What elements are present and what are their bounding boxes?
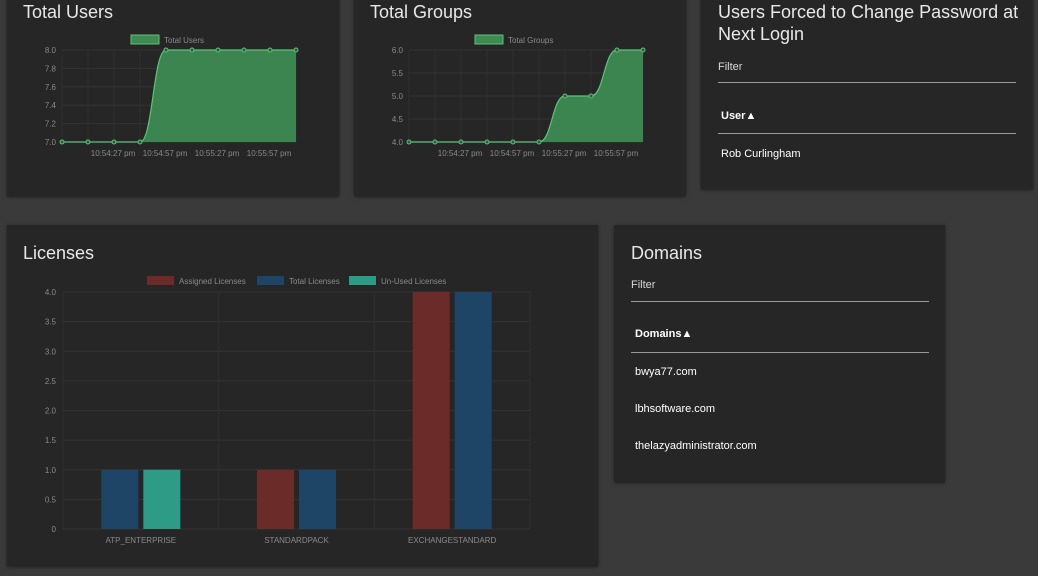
x-tick-label: 10:55:57 pm xyxy=(594,149,639,158)
x-tick-label: 10:55:57 pm xyxy=(247,149,292,158)
y-tick-label: 3.5 xyxy=(45,318,57,327)
x-tick-label: ATP_ENTERPRISE xyxy=(106,536,177,545)
y-tick-label: 8.0 xyxy=(45,46,57,55)
user-column-header[interactable]: User▲ xyxy=(721,110,757,122)
data-point xyxy=(588,93,594,99)
total-users-card: Total Users 7.0 7.2 7.4 7.6 7.8 8.0 10:54:27 p… xyxy=(7,0,339,196)
legend-swatch xyxy=(147,276,174,285)
y-tick-label: 4.5 xyxy=(392,115,404,124)
y-tick-label: 7.6 xyxy=(45,83,57,92)
y-tick-label: 4.0 xyxy=(392,138,404,147)
data-point xyxy=(406,139,412,145)
data-point xyxy=(432,139,438,145)
y-tick-label: 5.0 xyxy=(392,92,404,101)
forced-password-card: Users Forced to Change Password at Next … xyxy=(701,0,1033,189)
x-tick-label: 10:54:27 pm xyxy=(91,149,136,158)
y-tick-label: 2.0 xyxy=(45,407,57,416)
y-tick-label: 1.5 xyxy=(45,436,57,445)
user-row: Rob Curlingham xyxy=(721,148,801,160)
user-header-divider xyxy=(718,133,1016,134)
total-groups-chart: 4.0 4.5 5.0 5.5 6.0 10:54:27 pm 10:54:57 pm 10:… xyxy=(392,34,646,158)
domains-column-header[interactable]: Domains▲ xyxy=(635,328,693,340)
x-tick-label: 10:54:57 pm xyxy=(143,149,188,158)
data-point xyxy=(137,139,143,145)
domains-header-divider xyxy=(631,352,929,353)
licenses-card: Licenses 0 0.5 1.0 1.5 2.0 2.5 3.0 3.5 4.0 ATP_EN… xyxy=(7,225,598,566)
data-point xyxy=(562,93,568,99)
total-users-title: Total Users xyxy=(23,2,114,22)
data-point xyxy=(215,47,221,53)
domains-filter-input[interactable]: Filter xyxy=(631,279,656,291)
data-point xyxy=(241,47,247,53)
legend-label: Un-Used Licenses xyxy=(381,277,446,286)
licenses-title: Licenses xyxy=(23,243,95,263)
x-tick-label: EXCHANGESTANDARD xyxy=(408,536,497,545)
data-point xyxy=(536,139,542,145)
series-area xyxy=(62,50,296,142)
y-tick-label: 7.0 xyxy=(45,138,57,147)
data-point xyxy=(484,139,490,145)
x-tick-label: 10:54:57 pm xyxy=(490,149,535,158)
x-tick-label: STANDARDPACK xyxy=(264,536,329,545)
series-line xyxy=(62,49,296,143)
data-point xyxy=(614,47,620,53)
legend-swatch xyxy=(349,276,376,285)
forced-password-filter-input[interactable]: Filter xyxy=(718,61,743,73)
bar-assigned-licenses xyxy=(412,292,450,529)
bar-un-used-licenses xyxy=(143,469,181,529)
x-tick-label: 10:55:27 pm xyxy=(195,149,240,158)
data-point xyxy=(640,47,646,53)
domains-title: Domains xyxy=(631,243,703,263)
legend-swatch xyxy=(257,276,284,285)
domain-row: bwya77.com xyxy=(635,366,697,378)
domains-filter-underline xyxy=(631,301,929,302)
y-tick-label: 6.0 xyxy=(392,46,404,55)
data-point xyxy=(111,139,117,145)
legend-label: Total Licenses xyxy=(289,277,340,286)
y-tick-label: 7.8 xyxy=(45,64,57,73)
domain-row: thelazyadministrator.com xyxy=(635,440,757,452)
y-tick-label: 3.0 xyxy=(45,347,57,356)
y-tick-label: 1.0 xyxy=(45,466,57,475)
y-tick-label: 0.5 xyxy=(45,495,57,504)
bar-total-licenses xyxy=(299,469,336,529)
x-tick-label: 10:55:27 pm xyxy=(542,149,587,158)
data-point xyxy=(189,47,195,53)
bar-assigned-licenses xyxy=(257,469,294,529)
bar-total-licenses xyxy=(101,469,139,529)
y-tick-label: 5.5 xyxy=(392,69,404,78)
y-tick-label: 2.5 xyxy=(45,377,57,386)
total-groups-card: Total Groups 4.0 4.5 5.0 5.5 6.0 10:54:27 pm 1… xyxy=(354,0,686,196)
bar-total-licenses xyxy=(454,292,492,529)
legend-label: Total Groups xyxy=(508,36,553,45)
data-point xyxy=(163,47,169,53)
licenses-chart: 0 0.5 1.0 1.5 2.0 2.5 3.0 3.5 4.0 ATP_ENTERPRISE S… xyxy=(45,276,531,545)
legend-swatch xyxy=(474,34,504,45)
forced-password-title-line1: Users Forced to Change Password at xyxy=(718,2,1019,22)
data-point xyxy=(510,139,516,145)
x-tick-label: 10:54:27 pm xyxy=(438,149,483,158)
legend-label: Assigned Licenses xyxy=(179,277,246,286)
y-tick-label: 7.4 xyxy=(45,101,57,110)
legend-swatch xyxy=(130,34,160,45)
total-users-chart: 7.0 7.2 7.4 7.6 7.8 8.0 10:54:27 pm 10:54:57 pm… xyxy=(45,34,299,158)
series-area xyxy=(409,50,643,142)
legend-label: Total Users xyxy=(164,36,204,45)
data-point xyxy=(267,47,273,53)
data-point xyxy=(59,139,65,145)
forced-password-title-line2: Next Login xyxy=(718,24,805,44)
forced-password-filter-underline xyxy=(718,82,1016,83)
data-point xyxy=(458,139,464,145)
data-point xyxy=(85,139,91,145)
y-tick-label: 4.0 xyxy=(45,288,57,297)
y-tick-label: 0 xyxy=(52,525,57,534)
data-point xyxy=(293,47,299,53)
domain-row: lbhsoftware.com xyxy=(635,403,716,415)
domains-card: Domains Filter Domains▲ bwya77.com lbhso… xyxy=(614,225,945,482)
y-tick-label: 7.2 xyxy=(45,120,57,129)
total-groups-title: Total Groups xyxy=(370,2,473,22)
series-line xyxy=(409,49,643,143)
